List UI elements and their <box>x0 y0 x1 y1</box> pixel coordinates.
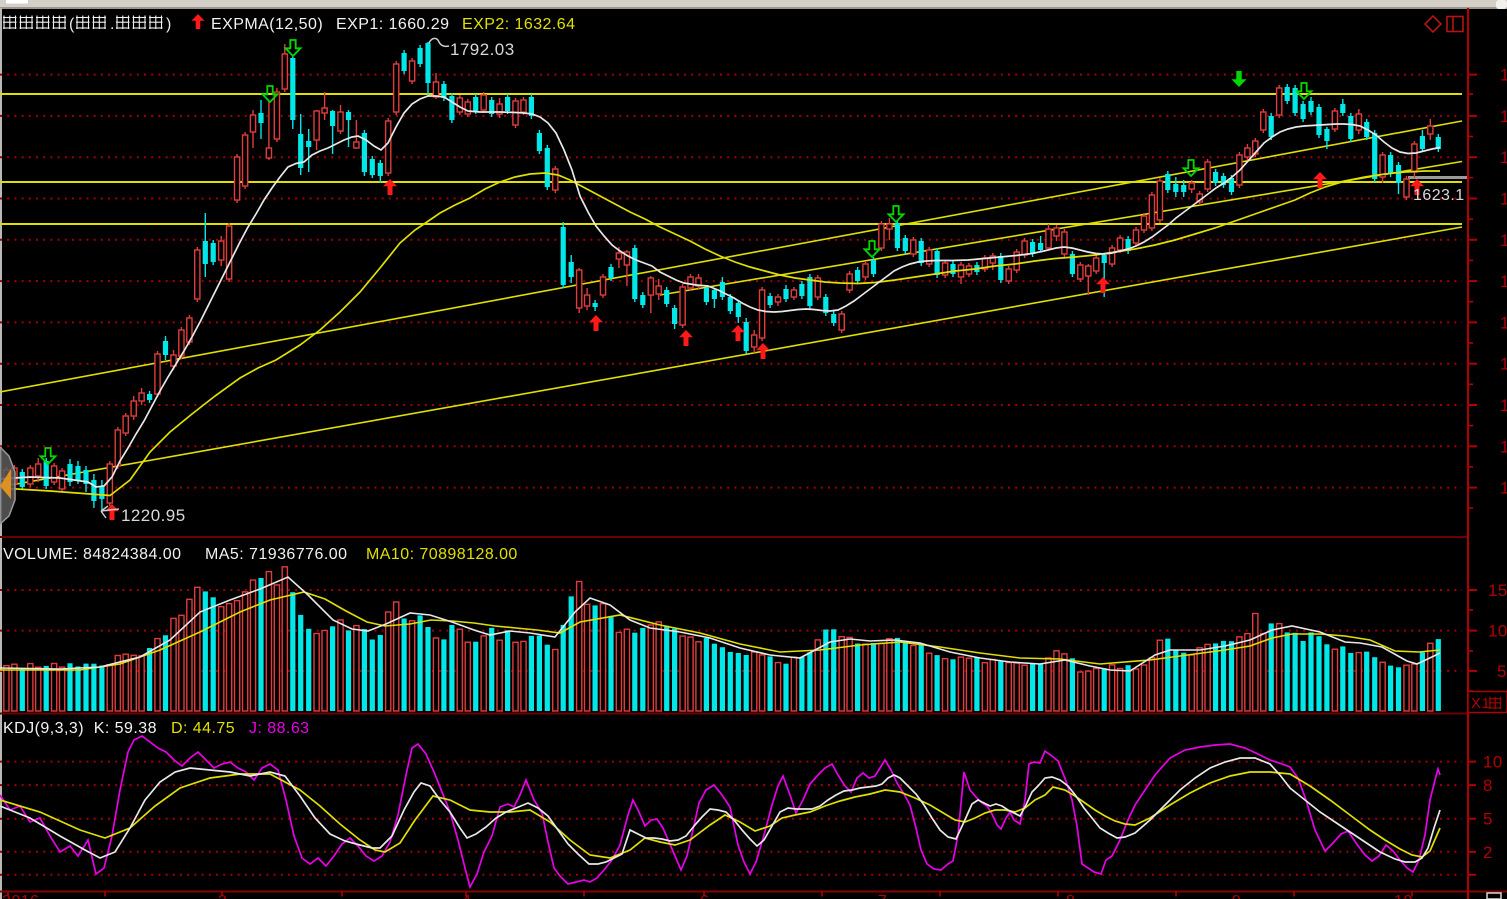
svg-text:6: 6 <box>700 893 709 899</box>
svg-text:KDJ(9,3,3) K: 59.38: KDJ(9,3,3) K: 59.38 <box>3 720 157 737</box>
svg-text:5: 5 <box>1483 810 1493 829</box>
svg-text:1: 1 <box>1500 66 1507 85</box>
svg-text:1: 1 <box>1500 396 1507 415</box>
svg-text:8: 8 <box>1066 893 1075 899</box>
svg-text:1: 1 <box>1500 107 1507 126</box>
svg-text:4: 4 <box>462 893 471 899</box>
svg-text:MA10: 70898128.00: MA10: 70898128.00 <box>366 546 518 563</box>
svg-text:.: . <box>110 16 115 33</box>
svg-text:EXP2: 1632.64: EXP2: 1632.64 <box>462 16 576 33</box>
svg-text:1623.1: 1623.1 <box>1413 187 1465 204</box>
svg-text:1: 1 <box>1500 148 1507 167</box>
svg-text:(: ( <box>69 16 75 33</box>
svg-text:J: 88.63: J: 88.63 <box>249 720 310 737</box>
svg-text:2: 2 <box>1483 843 1493 862</box>
svg-text:15: 15 <box>1488 581 1507 600</box>
svg-text:5: 5 <box>1497 662 1507 681</box>
svg-text:X1: X1 <box>1471 695 1490 712</box>
svg-text:10: 10 <box>1483 753 1503 772</box>
svg-text:10: 10 <box>1394 893 1413 899</box>
svg-text:9: 9 <box>1232 893 1241 899</box>
svg-text:EXP1: 1660.29: EXP1: 1660.29 <box>336 16 450 33</box>
svg-text:1: 1 <box>1500 272 1507 291</box>
svg-text:1: 1 <box>1500 437 1507 456</box>
svg-text:1: 1 <box>1500 190 1507 209</box>
svg-text:10: 10 <box>1488 622 1507 641</box>
svg-text:1: 1 <box>1500 355 1507 374</box>
svg-text:D: 44.75: D: 44.75 <box>171 720 235 737</box>
svg-text:1792.03: 1792.03 <box>450 40 515 59</box>
svg-text:1: 1 <box>1500 479 1507 498</box>
svg-text:2016: 2016 <box>2 893 39 899</box>
svg-text:8: 8 <box>1483 776 1493 795</box>
svg-text:MA5: 71936776.00: MA5: 71936776.00 <box>205 546 347 563</box>
svg-text:3: 3 <box>218 893 227 899</box>
svg-text:1: 1 <box>1500 313 1507 332</box>
svg-text:1220.95: 1220.95 <box>121 506 186 525</box>
svg-text:7: 7 <box>878 893 887 899</box>
svg-text:): ) <box>166 16 172 33</box>
svg-text:EXPMA(12,50): EXPMA(12,50) <box>211 16 323 33</box>
svg-text:1: 1 <box>1500 231 1507 250</box>
svg-text:VOLUME: 84824384.00: VOLUME: 84824384.00 <box>3 546 181 563</box>
